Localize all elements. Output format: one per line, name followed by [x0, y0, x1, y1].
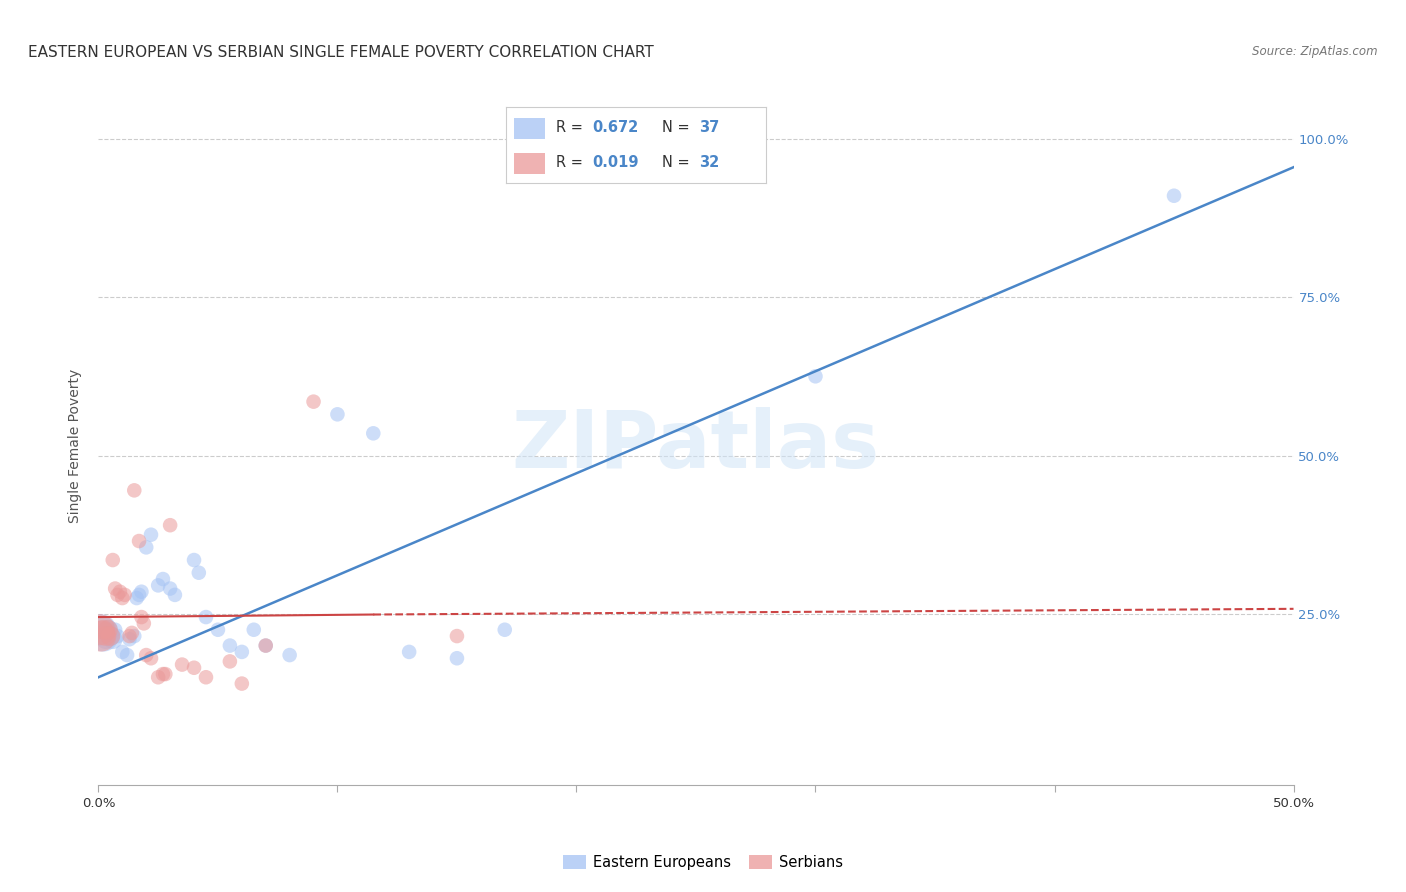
FancyBboxPatch shape: [515, 153, 546, 174]
Point: [148, 670, 170, 684]
Point: [254, 639, 277, 653]
Point: [254, 639, 277, 653]
Point: [108, 584, 131, 599]
Legend: Eastern Europeans, Serbians: Eastern Europeans, Serbians: [557, 849, 849, 876]
Point: [183, 553, 205, 567]
Point: [107, 588, 129, 602]
Point: [278, 648, 301, 662]
Text: N =: N =: [662, 120, 695, 135]
Point: [121, 626, 143, 640]
Point: [135, 541, 157, 555]
Point: [302, 394, 325, 409]
Point: [195, 670, 218, 684]
Point: [128, 534, 150, 549]
Point: [446, 651, 468, 665]
Text: N =: N =: [662, 155, 695, 169]
Text: ZIPatlas: ZIPatlas: [512, 407, 880, 485]
Point: [446, 629, 468, 643]
Point: [155, 667, 177, 681]
Point: [132, 616, 155, 631]
Point: [163, 588, 186, 602]
Point: [187, 566, 209, 580]
Point: [195, 610, 218, 624]
Y-axis label: Single Female Poverty: Single Female Poverty: [69, 369, 83, 523]
Point: [111, 645, 134, 659]
Point: [326, 407, 349, 421]
Point: [398, 645, 420, 659]
Text: 0.019: 0.019: [592, 155, 638, 169]
Text: R =: R =: [555, 120, 588, 135]
Point: [91, 629, 114, 643]
Point: [89, 623, 111, 637]
Point: [1163, 188, 1185, 202]
Point: [219, 654, 242, 668]
Point: [494, 623, 516, 637]
Point: [131, 584, 153, 599]
Text: R =: R =: [555, 155, 588, 169]
Point: [172, 657, 194, 672]
Text: EASTERN EUROPEAN VS SERBIAN SINGLE FEMALE POVERTY CORRELATION CHART: EASTERN EUROPEAN VS SERBIAN SINGLE FEMAL…: [28, 45, 654, 60]
Point: [97, 623, 120, 637]
FancyBboxPatch shape: [515, 118, 546, 139]
Point: [118, 629, 141, 643]
Point: [363, 426, 385, 441]
Point: [128, 588, 150, 602]
Point: [152, 667, 174, 681]
Point: [139, 651, 162, 665]
Point: [91, 623, 114, 637]
Text: 0.672: 0.672: [592, 120, 638, 135]
Point: [104, 623, 127, 637]
Point: [115, 648, 138, 662]
Point: [124, 483, 146, 498]
Point: [804, 369, 827, 384]
Point: [94, 632, 117, 647]
Point: [104, 582, 127, 596]
Text: 32: 32: [699, 155, 718, 169]
Point: [111, 591, 134, 605]
Point: [97, 623, 120, 637]
Point: [101, 632, 124, 647]
Point: [131, 610, 153, 624]
Point: [139, 527, 162, 541]
Point: [90, 623, 112, 637]
Point: [183, 661, 205, 675]
Point: [159, 518, 181, 533]
Point: [207, 623, 229, 637]
Point: [231, 645, 253, 659]
Point: [90, 629, 112, 643]
Point: [107, 629, 129, 643]
Point: [101, 553, 124, 567]
Point: [219, 639, 242, 653]
Point: [94, 629, 117, 643]
Point: [152, 572, 174, 586]
Text: 37: 37: [699, 120, 718, 135]
Point: [231, 676, 253, 690]
Text: Source: ZipAtlas.com: Source: ZipAtlas.com: [1253, 45, 1378, 58]
Point: [243, 623, 266, 637]
Point: [114, 588, 136, 602]
Point: [98, 629, 122, 643]
Point: [148, 578, 170, 592]
Point: [125, 591, 148, 605]
Point: [98, 629, 122, 643]
Point: [159, 582, 181, 596]
Point: [135, 648, 157, 662]
Point: [118, 632, 141, 647]
Point: [124, 629, 146, 643]
